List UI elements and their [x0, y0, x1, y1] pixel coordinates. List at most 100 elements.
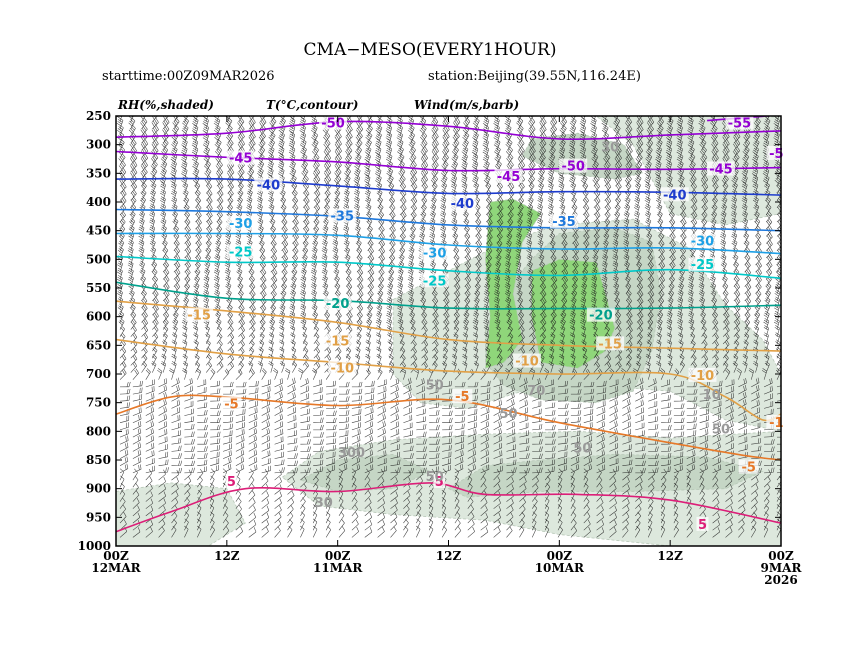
rh-label: 50 [712, 423, 730, 438]
temperature-label-bg [448, 195, 477, 210]
x-tick-label: 00Z [547, 549, 573, 563]
y-tick-label: 950 [86, 510, 111, 524]
temperature-label: -35 [552, 215, 576, 230]
temperature-label: -20 [326, 297, 350, 312]
rh-region-70-6 [447, 453, 764, 498]
temperature-label: -45 [709, 162, 733, 177]
temperature-label: -10 [331, 361, 355, 376]
rh-label: 50 [573, 442, 591, 457]
starttime-label: starttime:00Z09MAR2026 [102, 69, 275, 84]
x-tick-label: 12Z [214, 549, 240, 563]
y-tick-label: 500 [86, 252, 111, 266]
y-tick-label: 550 [86, 281, 111, 295]
rh-label: 300 [338, 446, 365, 461]
y-tick-label: 400 [86, 195, 111, 209]
wind-barb-field [116, 116, 781, 538]
y-tick-label: 800 [86, 424, 111, 438]
temperature-label-bg [452, 389, 473, 404]
rh-label: 10 [703, 388, 721, 403]
temperature-label-bg [328, 360, 357, 375]
temperature-contour--5 [116, 394, 781, 461]
x-tick-label: 10MAR [535, 561, 585, 575]
temperature-label: -5 [741, 461, 755, 476]
temperature-label: -40 [257, 179, 281, 194]
temperature-label: -15 [326, 334, 350, 349]
temperature-label-bg [660, 187, 689, 202]
temperature-contour--35 [116, 208, 781, 232]
y-tick-label: 600 [86, 310, 111, 324]
temperature-label: -30 [423, 247, 447, 262]
temperature-label-bg [185, 307, 214, 322]
temperature-label-bg [688, 257, 717, 272]
temperature-label-bg [226, 215, 255, 230]
temperature-label: -25 [423, 274, 447, 289]
temperature-label: -5 [224, 398, 238, 413]
rh-label: 30 [315, 496, 333, 511]
temperature-label-bg [433, 473, 446, 488]
y-tick-label: 900 [86, 482, 111, 496]
x-tick-label: 12Z [436, 549, 462, 563]
station-label: station:Beijing(39.55N,116.24E) [428, 69, 641, 84]
temperature-label-bg [226, 244, 255, 259]
temperature-label: -35 [331, 209, 355, 224]
temperature-label-bg [586, 307, 615, 322]
y-tick-label: 350 [86, 166, 111, 180]
temperature-label: 5 [227, 475, 236, 490]
temperature-contour-5 [116, 482, 781, 533]
temperature-label-bg [688, 367, 717, 382]
temperature-label: -15 [598, 337, 622, 352]
temperature-label: -50 [321, 117, 345, 132]
temperature-label: -45 [229, 152, 253, 167]
temperature-label-bg [725, 115, 754, 130]
temperature-label: -15 [187, 309, 211, 324]
temperature-label-bg [420, 245, 449, 260]
wind-barb-layer [116, 116, 781, 538]
temperature-label: -50 [561, 160, 585, 175]
temperature-contour--10 [116, 338, 781, 422]
rh-label: 70 [527, 384, 545, 399]
temperature-contour--25 [116, 255, 781, 280]
rh-header: RH(%,shaded) [117, 98, 214, 112]
temperature-label-bg [254, 177, 283, 192]
rh-label: 50 [426, 470, 444, 485]
y-tick-label: 1000 [78, 539, 111, 553]
x-tick-label: 12MAR [91, 561, 141, 575]
temperature-label-bg [221, 396, 242, 411]
y-tick-label: 700 [86, 367, 111, 381]
temperature-label: -45 [497, 170, 521, 185]
temperature-label: -20 [589, 309, 613, 324]
temperature-label-bg [225, 473, 238, 488]
x-tick-label: 00Z [325, 549, 351, 563]
rh-label: 50 [426, 378, 444, 393]
rh-label: 30 [601, 141, 619, 156]
contour-label-layer: -55-50-50-5-45-45 -45-40-40-40-35 -35-30-3… [185, 115, 787, 533]
temperature-label-bg [494, 168, 523, 183]
axis-layer: 2503003504004505005506006507007508008509… [78, 109, 803, 587]
temperature-contour--15 [116, 300, 781, 352]
x-tick-label: 2026 [764, 573, 797, 587]
temperature-contour-layer [116, 116, 781, 533]
temperature-label-bg [596, 336, 625, 351]
temperature-label-bg [549, 214, 578, 229]
x-tick-label: 00Z [103, 549, 129, 563]
temperature-label: -40 [663, 188, 687, 203]
wind-header: Wind(m/s,barb) [414, 98, 519, 112]
temperature-label: -30 [229, 217, 253, 232]
temperature-label-bg [328, 208, 357, 223]
y-tick-label: 250 [86, 109, 111, 123]
x-tick-label: 12Z [657, 549, 683, 563]
temperature-label-bg [319, 115, 348, 130]
x-tick-label: 00Z [768, 549, 794, 563]
temperature-label: -5 [769, 147, 783, 162]
y-tick-label: 450 [86, 224, 111, 238]
y-tick-label: 300 [86, 138, 111, 152]
temperature-label-bg [688, 233, 717, 248]
x-tick-label: 9MAR [761, 561, 803, 575]
temperature-label-bg [420, 273, 449, 288]
temperature-label: -30 [691, 235, 715, 250]
temperature-label: -25 [691, 258, 715, 273]
y-tick-label: 750 [86, 396, 111, 410]
temperature-label: -1 [769, 416, 783, 431]
x-tick-label: 11MAR [313, 561, 363, 575]
